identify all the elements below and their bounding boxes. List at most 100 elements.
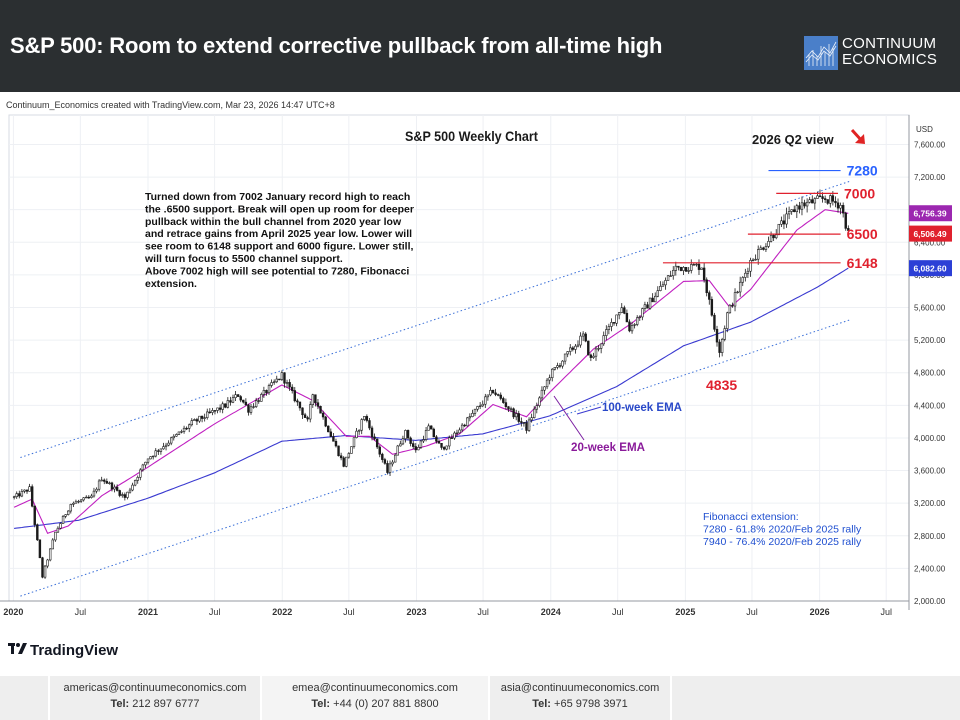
candle-down [293,390,296,402]
candle-up [540,389,544,399]
candle-up [74,501,78,504]
down-arrow-icon [850,128,865,144]
candle-up [545,379,549,388]
price-tag-label: 6,506.49 [913,229,946,239]
candle-up [769,234,773,242]
price-tag-box [909,205,952,222]
view-label: 2026 Q2 view [752,132,835,147]
candle-up [775,234,778,239]
candle-up [738,281,742,293]
candle-up [682,267,685,271]
candle-up [275,378,278,383]
candle-up [154,450,157,457]
candle-up [687,270,690,272]
candle-up [128,489,132,493]
y-tick-label: 7,200.00 [914,173,946,182]
candle-up [180,431,183,433]
candle-down [520,421,523,423]
candle-down [587,340,590,356]
candle-up [357,429,361,432]
candle-up [46,559,49,567]
candle-up [643,304,647,309]
level-label-6148: 6148 [847,255,878,271]
candle-up [448,437,451,447]
candle-down [316,402,320,407]
candle-down [803,202,806,207]
candle-down [834,200,837,204]
candle-down [841,205,845,214]
x-tick-label: Jul [477,607,489,617]
candle-up [267,385,271,394]
email-asia[interactable]: asia@continuumeconomics.com [500,682,660,694]
candle-down [105,481,109,484]
candle-up [20,491,24,497]
candle-up [216,407,219,411]
candle-up [226,400,230,408]
candle-down [494,392,497,395]
email-emea[interactable]: emea@continuumeconomics.com [292,682,458,694]
y-tick-label: 3,600.00 [914,467,946,476]
header-bar: S&P 500: Room to extend corrective pullb… [0,0,960,92]
candle-up [473,408,477,414]
x-tick-label: Jul [612,607,624,617]
footer-divider [670,676,672,720]
price-candles [12,189,850,579]
candle-down [677,265,680,268]
candle-down [303,414,307,418]
candle-up [164,444,168,447]
candle-down [409,437,412,444]
candle-up [309,404,312,420]
y-tick-label: 4,000.00 [914,434,946,443]
candle-up [527,419,531,431]
footer-contact-americas: americas@continuumeconomics.com Tel: 212… [50,680,260,716]
candle-up [569,347,572,352]
candle-down [378,446,381,455]
candle-up [561,360,564,367]
price-tag-box [909,260,952,277]
candle-down [324,416,327,427]
candle-down [442,447,446,450]
candle-up [486,394,490,398]
candle-up [193,419,196,421]
candle-up [790,209,793,212]
candle-up [785,213,788,225]
candle-up [574,345,577,350]
candle-up [28,486,31,492]
candle-down [291,386,294,391]
candle-up [61,515,65,524]
candle-up [754,258,757,261]
candle-down [339,455,343,459]
candle-down [731,304,734,307]
candle-down [584,333,587,342]
fibonacci-line: Fibonacci extension: [703,511,799,523]
candle-up [280,372,284,380]
email-americas[interactable]: americas@continuumeconomics.com [63,682,247,694]
candle-down [571,347,575,350]
candle-down [321,412,325,418]
price-tag-label: 6,756.39 [913,209,946,219]
upper-channel-line [20,180,851,459]
tel-emea: Tel: +44 (0) 207 881 8800 [262,696,488,712]
candle-up [393,454,397,463]
candle-up [360,419,363,431]
candle-up [543,386,546,391]
candle-down [589,354,593,358]
candle-up [808,199,811,203]
candle-down [826,199,829,204]
candle-down [157,450,160,452]
candle-up [203,417,206,419]
candle-up [553,367,557,370]
candle-up [206,411,209,418]
y-tick-label: 5,600.00 [914,304,946,313]
candle-down [381,453,384,460]
candle-down [288,382,291,388]
candle-up [427,425,430,431]
candle-down [684,267,688,272]
candle-down [651,297,654,303]
candle-down [30,486,34,507]
candle-up [169,437,173,444]
candle-down [772,234,775,239]
candle-up [172,435,175,439]
footer-divider [48,676,50,720]
candle-down [793,209,796,213]
